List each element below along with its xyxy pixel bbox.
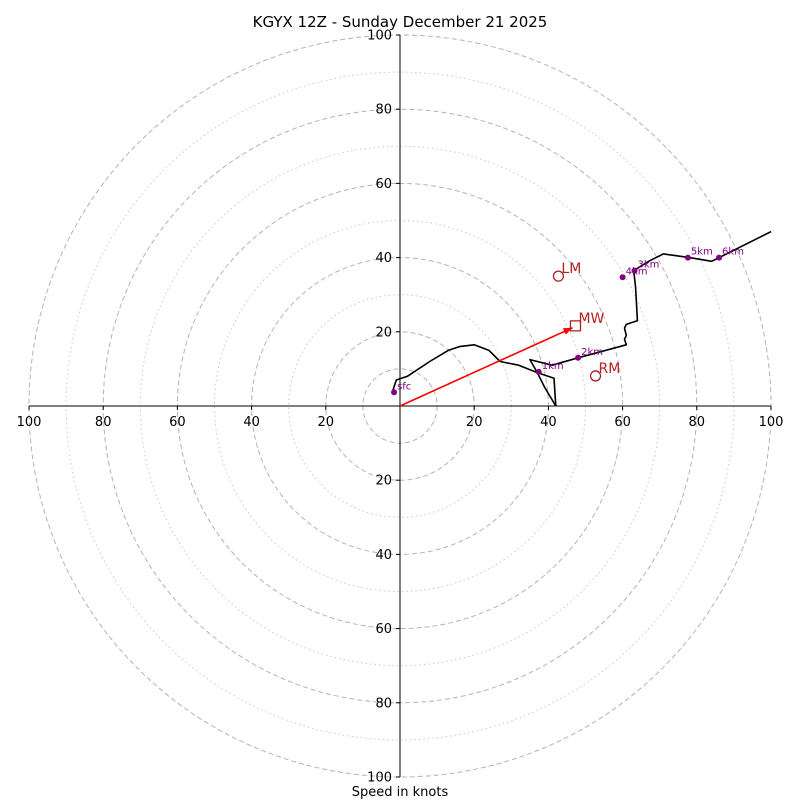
x-tick-label: 40 <box>243 415 260 430</box>
height-label-4km: 4km <box>626 266 648 277</box>
height-label-3km: 3km <box>637 260 659 271</box>
y-tick-label: 100 <box>367 771 392 786</box>
height-marker-4km <box>619 274 626 281</box>
x-tick-label: 40 <box>540 415 557 430</box>
x-tick-label: 80 <box>95 415 112 430</box>
y-tick-label: 80 <box>375 103 392 118</box>
height-label-6km: 6km <box>722 247 744 258</box>
x-tick-label: 20 <box>466 415 483 430</box>
storm-marker-MW <box>569 320 582 332</box>
y-tick-label: 60 <box>375 177 392 192</box>
storm-label-LM: LM <box>561 261 581 277</box>
height-marker-5km <box>684 254 691 261</box>
profile-line-lower <box>391 343 557 407</box>
x-tick-label: 60 <box>614 415 631 430</box>
x-tick-label: 80 <box>689 415 706 430</box>
x-tick-label: 20 <box>318 415 335 430</box>
storm-label-RM: RM <box>599 361 621 377</box>
height-marker-1km <box>535 368 542 375</box>
storm-marker-RM <box>589 370 602 382</box>
height-marker-sfc <box>391 389 398 396</box>
x-tick-label: 100 <box>17 415 42 430</box>
height-label-5km: 5km <box>691 247 713 258</box>
height-marker-3km <box>631 267 638 274</box>
height-label-sfc: sfc <box>397 381 411 392</box>
shear-vector-line <box>399 326 573 407</box>
y-tick-label: 40 <box>375 251 392 266</box>
y-tick-label: 20 <box>375 474 392 489</box>
storm-marker-LM <box>552 270 565 282</box>
x-tick-label: 100 <box>759 415 784 430</box>
height-label-2km: 2km <box>581 347 603 358</box>
tick-labels: 100 80 60 40 20 20 40 60 80 100 100 80 60 40 20 20 40 60 8… <box>17 29 784 786</box>
height-label-1km: 1km <box>542 361 564 372</box>
height-marker-2km <box>575 354 582 361</box>
y-tick-label: 40 <box>375 548 392 563</box>
y-tick-label: 100 <box>367 29 392 44</box>
chart-title: KGYX 12Z - Sunday December 21 2025 <box>253 13 548 31</box>
height-marker-6km <box>716 254 723 261</box>
y-tick-label: 60 <box>375 622 392 637</box>
x-tick-label: 60 <box>169 415 186 430</box>
storm-motion-markers: LM MW RM <box>552 261 621 382</box>
x-axis-label: Speed in knots <box>352 785 449 800</box>
storm-label-MW: MW <box>578 311 604 327</box>
y-tick-label: 20 <box>375 325 392 340</box>
y-tick-label: 80 <box>375 696 392 711</box>
